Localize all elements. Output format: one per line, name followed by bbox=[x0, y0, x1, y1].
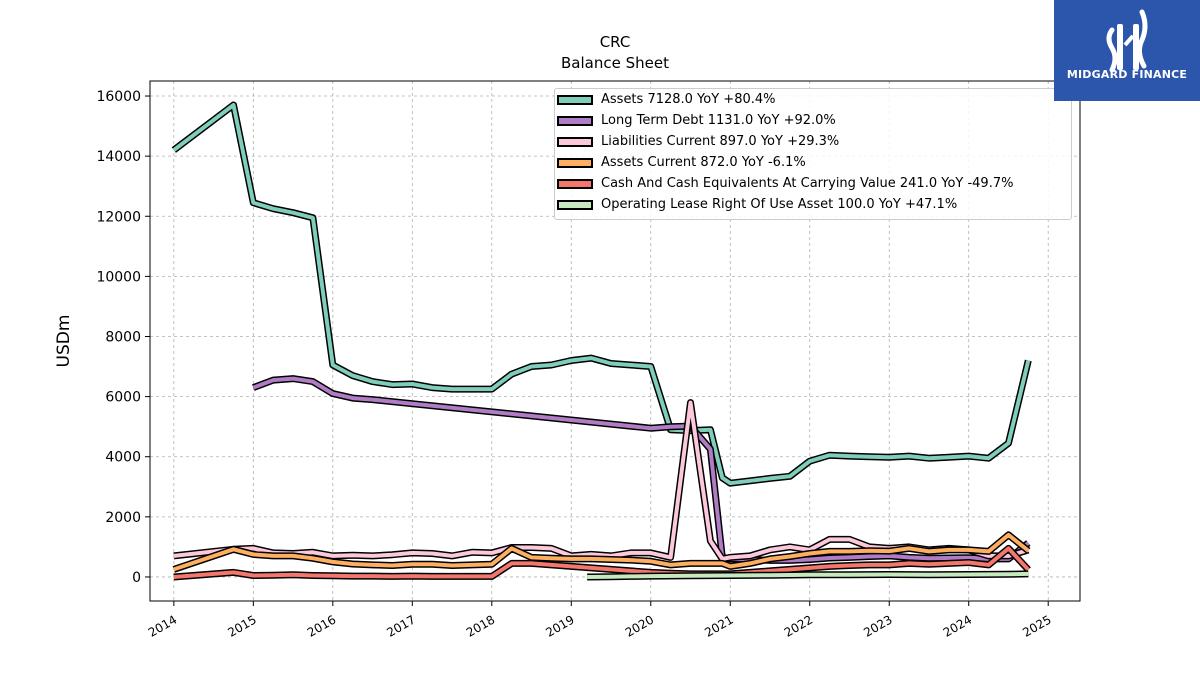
legend-swatch-assets bbox=[557, 95, 593, 105]
y-tick-label: 12000 bbox=[96, 209, 141, 225]
legend-label-assets: Assets 7128.0 YoY +80.4% bbox=[601, 92, 776, 107]
series-layer bbox=[171, 101, 1032, 581]
legend-item-long-term-debt: Long Term Debt 1131.0 YoY +92.0% bbox=[555, 112, 1071, 132]
legend-item-cash: Cash And Cash Equivalents At Carrying Va… bbox=[555, 175, 1071, 195]
y-tick-label: 16000 bbox=[96, 89, 141, 105]
chart-subtitle: Balance Sheet bbox=[561, 54, 669, 72]
legend-swatch-assets-current bbox=[557, 158, 593, 168]
plot-frame bbox=[149, 80, 1081, 602]
x-tick-label: 2021 bbox=[702, 612, 735, 639]
series-line-assets bbox=[172, 103, 1031, 486]
legend-item-assets: Assets 7128.0 YoY +80.4% bbox=[555, 91, 1071, 111]
series-line-cash-and-cash-equivalents-at-carrying-value bbox=[173, 546, 1030, 579]
x-tick-label: 2023 bbox=[861, 612, 894, 639]
legend-swatch-long-term-debt bbox=[557, 116, 593, 126]
y-tick-label: 8000 bbox=[105, 329, 141, 345]
legend-item-operating-lease: Operating Lease Right Of Use Asset 100.0… bbox=[555, 196, 1071, 216]
y-tick-label: 6000 bbox=[105, 390, 141, 406]
legend-label-cash: Cash And Cash Equivalents At Carrying Va… bbox=[601, 176, 1014, 191]
x-tick-label: 2024 bbox=[941, 612, 974, 639]
legend-label-liabilities-current: Liabilities Current 897.0 YoY +29.3% bbox=[601, 134, 840, 149]
legend: Assets 7128.0 YoY +80.4% Long Term Debt … bbox=[554, 88, 1072, 220]
y-tick-label: 14000 bbox=[96, 149, 141, 165]
series-line-assets-current bbox=[173, 532, 1030, 572]
series-line-long-term-debt bbox=[252, 376, 1030, 563]
midgard-finance-logo: MIDGARD FINANCE bbox=[1054, 0, 1200, 101]
x-tick-label: 2020 bbox=[623, 612, 656, 639]
x-tick-label: 2019 bbox=[543, 612, 576, 639]
x-tick-label: 2015 bbox=[225, 612, 258, 639]
x-tick-label: 2014 bbox=[146, 612, 179, 639]
legend-swatch-cash bbox=[557, 179, 593, 189]
y-tick-label: 0 bbox=[132, 570, 141, 586]
legend-label-operating-lease: Operating Lease Right Of Use Asset 100.0… bbox=[601, 197, 958, 212]
chart-title: CRC bbox=[600, 33, 631, 51]
legend-label-long-term-debt: Long Term Debt 1131.0 YoY +92.0% bbox=[601, 113, 836, 128]
y-tick-label: 2000 bbox=[105, 510, 141, 526]
series-line-operating-lease-right-of-use-asset bbox=[587, 571, 1029, 579]
legend-label-assets-current: Assets Current 872.0 YoY -6.1% bbox=[601, 155, 806, 170]
y-axis-label: USDm bbox=[54, 315, 74, 368]
x-tick-label: 2025 bbox=[1020, 612, 1053, 639]
legend-item-assets-current: Assets Current 872.0 YoY -6.1% bbox=[555, 154, 1071, 174]
legend-swatch-liabilities-current bbox=[557, 137, 593, 147]
series-outline-long-term-debt bbox=[252, 375, 1031, 564]
logo-text: MIDGARD FINANCE bbox=[1066, 68, 1188, 81]
x-tick-label: 2018 bbox=[464, 612, 497, 639]
legend-swatch-operating-lease bbox=[557, 200, 593, 210]
y-axis: 0 2000 4000 6000 8000 10000 12000 14000 16000 bbox=[96, 89, 150, 586]
logo-mark-icon bbox=[1106, 9, 1148, 73]
x-tick-label: 2017 bbox=[384, 612, 417, 639]
y-tick-label: 10000 bbox=[96, 269, 141, 285]
y-tick-label: 4000 bbox=[105, 450, 141, 466]
x-tick-label: 2022 bbox=[782, 612, 815, 639]
legend-item-liabilities-current: Liabilities Current 897.0 YoY +29.3% bbox=[555, 133, 1071, 153]
x-axis: 2014 2015 2016 2017 2018 2019 2020 2021 2022 2023… bbox=[146, 601, 1054, 640]
x-tick-label: 2016 bbox=[305, 612, 338, 639]
